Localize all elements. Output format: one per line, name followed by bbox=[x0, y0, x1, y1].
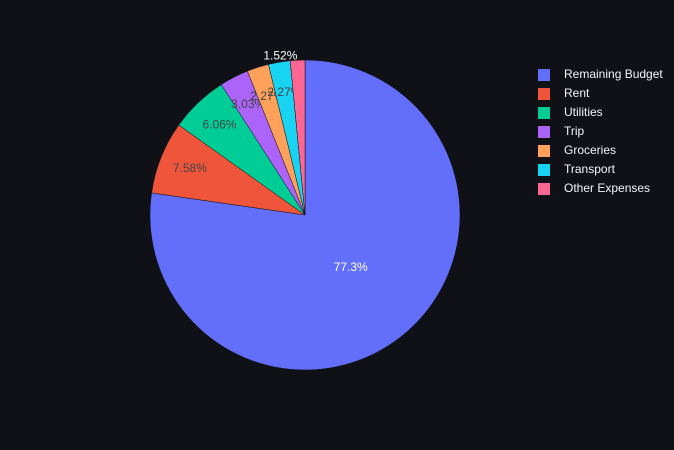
slice-label: 7.58% bbox=[173, 161, 207, 175]
legend-label: Transport bbox=[564, 162, 616, 176]
legend-swatch bbox=[538, 183, 550, 195]
slice-label: 1.52% bbox=[263, 48, 297, 62]
slice-label: 6.06% bbox=[202, 117, 236, 131]
legend-swatch bbox=[538, 107, 550, 119]
legend-swatch bbox=[538, 69, 550, 81]
pie-slice bbox=[149, 59, 461, 371]
legend-swatch bbox=[538, 145, 550, 157]
legend-label: Other Expenses bbox=[564, 181, 650, 195]
legend-swatch bbox=[538, 126, 550, 138]
slice-label: 77.3% bbox=[334, 260, 368, 274]
pie-slice bbox=[289, 59, 306, 216]
legend-swatch bbox=[538, 88, 550, 100]
legend-label: Groceries bbox=[564, 143, 616, 157]
legend-label: Remaining Budget bbox=[564, 67, 663, 81]
legend-label: Utilities bbox=[564, 105, 603, 119]
legend-label: Trip bbox=[564, 124, 585, 138]
legend-swatch bbox=[538, 164, 550, 176]
legend-label: Rent bbox=[564, 86, 590, 100]
slice-label: 3.03% bbox=[231, 97, 265, 111]
